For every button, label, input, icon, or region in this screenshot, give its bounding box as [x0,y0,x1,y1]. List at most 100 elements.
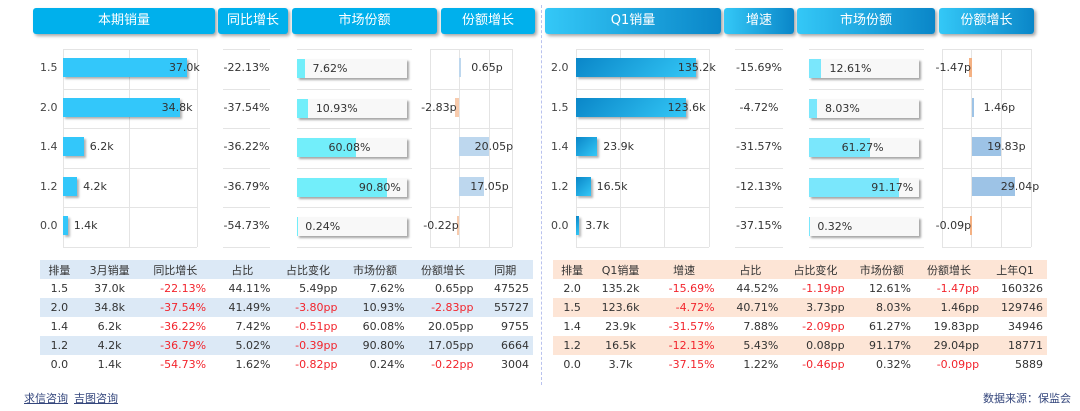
table-row: 2.0 34.8k -37.54% 41.49% -3.80pp 10.93% -2.83p… [40,298,533,317]
gridline [576,49,709,50]
column-header: 同期 [494,263,517,277]
gridline [63,207,197,208]
table-cell: 9755 [501,320,529,333]
table-header-row: 排量 3月销量 同比增长 占比 占比变化 市场份额 份额增长 同期 [40,260,533,279]
share-track [297,217,407,236]
category-label: 2.0 [551,61,569,74]
table-cell: 41.49% [228,301,271,314]
table-cell: 12.61% [868,282,911,295]
table-cell: -36.22% [160,320,207,333]
table-cell: 1.62% [235,358,271,371]
gridline [809,88,924,90]
category-label: 1.5 [40,61,58,74]
gridline [297,246,412,248]
table-row: 1.5 123.6k -4.72% 40.71% 3.73pp 8.03% 1.46pp 12… [553,298,1047,317]
growth-value: -36.79% [223,179,270,193]
sales-bar [576,58,696,77]
table-cell: -0.39pp [295,339,338,352]
table-cell: 8.03% [875,301,911,314]
table-cell: -31.57% [668,320,715,333]
table-cell: 91.17% [868,339,911,352]
gridline [297,207,412,208]
table-cell: 1.5 [50,282,69,295]
table-cell: -37.54% [160,301,207,314]
share-change-label: 19.83p [987,140,1026,153]
column-header: 同比增长 [153,263,198,277]
share-bar [809,177,900,197]
gridline [430,49,431,247]
footer-link-qiuxin[interactable]: 求信咨询 [24,392,68,405]
table-row: 0.0 1.4k -54.73% 1.62% -0.82pp 0.24% -0.22pp 30… [40,355,533,374]
share-value-label: 90.80% [358,180,401,194]
gridline [63,246,197,248]
gridline [735,49,783,50]
gridline [297,49,412,50]
gridline [197,49,198,247]
column-header: 市场份额 [859,263,904,277]
share-change-bar [971,97,974,117]
share-change-label: -1.47p [935,61,971,74]
gridline [297,128,412,129]
table-cell: 160326 [1001,282,1043,295]
gridline [297,88,412,90]
header-sales: 本期销量 [33,8,215,34]
table-row: 2.0 135.2k -15.69% 44.52% -1.19pp 12.61% -1.47… [553,279,1047,298]
table-cell: 0.32% [875,358,911,371]
gridline [129,49,130,247]
sales-value-label: 4.2k [83,179,107,193]
table-cell: 7.62% [369,282,405,295]
sales-bar [63,97,180,117]
gridline [809,246,924,248]
table-cell: 37.0k [94,282,126,295]
table-cell: -0.22pp [431,358,474,371]
category-label: 2.0 [40,100,58,114]
table-cell: 90.80% [362,339,405,352]
gridline [735,207,783,208]
share-bar [297,138,357,157]
share-value-label: 60.08% [328,141,371,154]
table-cell: -37.15% [668,358,715,371]
column-header: 排量 [561,263,584,277]
gridline [63,167,197,169]
table-cell: 0.08pp [806,339,845,352]
table-cell: 18771 [1008,339,1043,352]
gridline [223,49,270,50]
table-cell: 5.49pp [299,282,338,295]
right-data-table: 排量 Q1销量 增速 占比 占比变化 市场份额 份额增长 上年Q1 2.0 135.2k -15.6… [553,260,1047,374]
table-cell: -2.09pp [802,320,845,333]
share-value-label: 7.62% [312,62,348,75]
share-value-label: 61.27% [841,141,884,154]
growth-value: -37.54% [223,100,270,114]
growth-value: -31.57% [736,140,782,153]
data-source: 数据来源：保监会 [983,392,1071,405]
table-cell: 7.88% [743,320,779,333]
gridline [430,167,512,169]
table-cell: 20.05pp [428,320,474,333]
table-cell: 5889 [1015,358,1043,371]
column-header: Q1销量 [601,263,640,277]
table-cell: 135.2k [601,282,640,295]
gridline [942,167,1031,169]
table-cell: 17.05pp [428,339,474,352]
table-cell: 0.0 [563,358,581,371]
table-cell: 19.83pp [933,320,980,333]
left-data-table: 排量 3月销量 同比增长 占比 占比变化 市场份额 份额增长 同期 1.5 37.0k -22.13… [40,260,533,374]
share-change-label: 20.05p [474,140,514,153]
sales-bar [576,176,591,196]
table-cell: -4.72% [675,301,715,314]
table-cell: 10.93% [362,301,405,314]
footer-link-jitu[interactable]: 吉图咨询 [74,392,118,405]
column-header: 占比 [739,263,762,277]
table-cell: 29.04pp [933,339,980,352]
share-change-bar [969,216,972,235]
table-row: 1.4 23.9k -31.57% 7.88% -2.09pp 61.27% 19.83pp… [553,317,1047,336]
header-q1-sales: Q1销量 [545,8,721,34]
gridline [430,246,512,248]
sales-value-label: 3.7k [585,219,610,232]
share-track [809,217,919,236]
gridline [971,49,972,247]
share-change-label: -0.09p [935,219,972,232]
gridline [63,88,197,90]
table-cell: -1.19pp [802,282,845,295]
gridline [223,207,270,208]
